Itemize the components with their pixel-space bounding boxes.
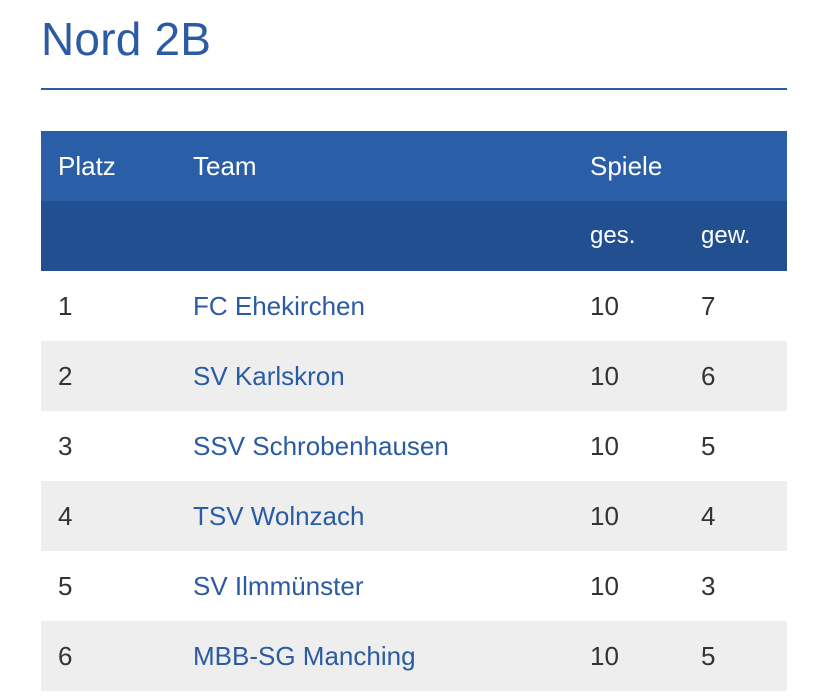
games-played-cell: 10	[590, 430, 619, 461]
games-played-cell: 10	[590, 570, 619, 601]
games-won-cell: 5	[701, 640, 716, 671]
team-link[interactable]: MBB-SG Manching	[193, 640, 416, 671]
games-played-cell: 10	[590, 640, 619, 671]
column-header-team: Team	[193, 150, 257, 181]
games-played-cell: 10	[590, 500, 619, 531]
games-won-cell: 6	[701, 360, 716, 391]
rank-cell: 6	[58, 640, 73, 671]
games-won-cell: 3	[701, 570, 716, 601]
team-link[interactable]: SSV Schrobenhausen	[193, 430, 449, 461]
table-header-row: Platz Team Spiele	[41, 131, 787, 201]
games-played-cell: 10	[590, 360, 619, 391]
rank-cell: 4	[58, 500, 73, 531]
table-row: 6 MBB-SG Manching 10 5	[41, 621, 787, 691]
table-row: 2 SV Karlskron 10 6	[41, 341, 787, 411]
standings-table: Platz Team Spiele ges. gew. 1 FC Ehekirc…	[41, 131, 787, 691]
team-link[interactable]: FC Ehekirchen	[193, 290, 365, 321]
table-row: 3 SSV Schrobenhausen 10 5	[41, 411, 787, 481]
rank-cell: 3	[58, 430, 73, 461]
team-link[interactable]: SV Karlskron	[193, 360, 345, 391]
column-header-platz: Platz	[58, 150, 116, 181]
column-header-ges: ges.	[590, 222, 636, 249]
table-row: 1 FC Ehekirchen 10 7	[41, 271, 787, 341]
games-won-cell: 4	[701, 500, 716, 531]
games-won-cell: 7	[701, 290, 716, 321]
rank-cell: 1	[58, 290, 73, 321]
title-divider	[41, 88, 787, 90]
rank-cell: 2	[58, 360, 73, 391]
team-link[interactable]: SV Ilmmünster	[193, 570, 364, 601]
table-row: 5 SV Ilmmünster 10 3	[41, 551, 787, 621]
team-link[interactable]: TSV Wolnzach	[193, 500, 365, 531]
column-header-spiele: Spiele	[590, 150, 663, 181]
games-won-cell: 5	[701, 430, 716, 461]
rank-cell: 5	[58, 570, 73, 601]
table-subheader-row: ges. gew.	[41, 201, 787, 271]
table-row: 4 TSV Wolnzach 10 4	[41, 481, 787, 551]
page-title: Nord 2B	[41, 13, 212, 65]
games-played-cell: 10	[590, 290, 619, 321]
column-header-gew: gew.	[701, 222, 751, 249]
